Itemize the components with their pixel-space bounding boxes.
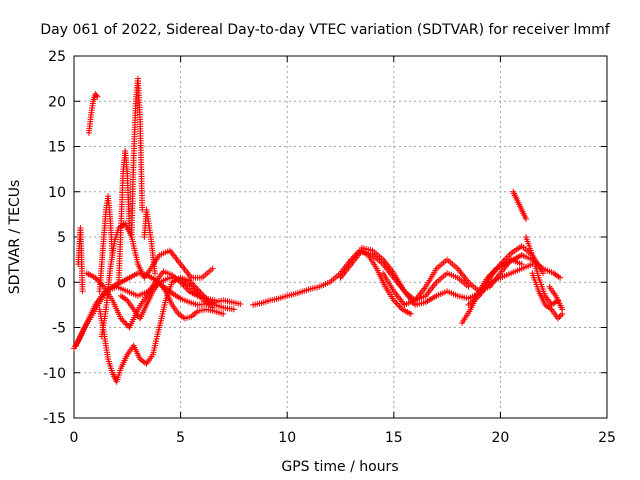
data-marks: [71, 75, 566, 385]
series-spike-5: [128, 75, 146, 240]
series-arc-m: [510, 188, 529, 222]
data-point: [559, 306, 566, 313]
y-tick-label: -10: [43, 366, 66, 382]
data-point: [152, 270, 159, 277]
chart-title: Day 061 of 2022, Sidereal Day-to-day VTE…: [40, 22, 610, 38]
x-axis-label: GPS time / hours: [281, 459, 398, 475]
data-point: [522, 215, 529, 222]
y-tick-label: 10: [48, 185, 66, 201]
data-point: [220, 310, 227, 317]
x-tick-label: 20: [491, 430, 509, 446]
x-tick-label: 25: [598, 430, 616, 446]
data-point: [230, 306, 237, 313]
series-spike-6: [141, 206, 159, 277]
y-tick-label: -5: [52, 321, 66, 337]
x-tick-label: 15: [385, 430, 403, 446]
series-spike-2: [85, 91, 101, 136]
y-tick-label: 15: [48, 140, 66, 156]
y-tick-label: 20: [48, 94, 66, 110]
data-point: [237, 300, 244, 307]
y-tick-label: 5: [57, 230, 66, 246]
x-tick-label: 0: [70, 430, 79, 446]
series-spike-1: [75, 224, 86, 295]
series-spike-3: [96, 193, 116, 295]
series-arc-p: [518, 252, 564, 281]
x-tick-label: 5: [176, 430, 185, 446]
data-point: [93, 92, 100, 99]
series-arc-f: [117, 279, 227, 322]
x-tick-label: 10: [278, 430, 296, 446]
y-tick-label: -15: [43, 411, 66, 427]
series-arc-g: [250, 247, 414, 317]
series-arc-o: [529, 270, 566, 322]
data-point: [557, 274, 564, 281]
grid: [74, 56, 607, 418]
series-arc-j: [380, 256, 525, 308]
data-point: [109, 252, 116, 259]
data-point: [407, 310, 414, 317]
data-point: [209, 265, 216, 272]
series-arc-q: [546, 283, 566, 313]
y-axis-label: SDTVAR / TECUs: [7, 180, 23, 295]
data-point: [94, 93, 101, 100]
series-spike-4: [115, 148, 133, 286]
y-tick-label: 0: [57, 275, 66, 291]
data-point: [79, 288, 86, 295]
axis-ticks: 0 5 10 15 20 25 -15 -10 -5 0 5 10 15 20 25: [43, 49, 616, 446]
y-tick-label: 25: [48, 49, 66, 65]
